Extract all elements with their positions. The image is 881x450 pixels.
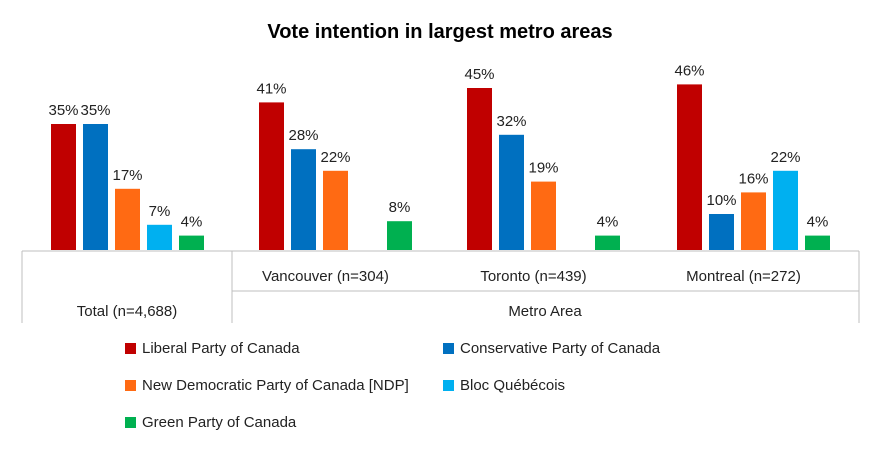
bar-2-2 [531,181,556,250]
group-header-label: Metro Area [508,303,582,320]
data-label-2-4: 4% [597,214,619,231]
bar-2-4 [595,235,620,250]
bar-3-1 [709,214,734,250]
legend-label: Liberal Party of Canada [142,340,300,357]
legend-item-1: Conservative Party of Canada [443,340,660,357]
chart-title: Vote intention in largest metro areas [267,21,612,43]
data-label-1-1: 28% [288,127,318,144]
bar-1-2 [323,170,348,250]
category-label-1: Vancouver (n=304) [262,268,389,285]
legend-swatch [443,380,454,391]
legend-swatch [125,343,136,354]
data-label-3-0: 46% [674,62,704,79]
legend-label: Green Party of Canada [142,414,297,431]
data-label-2-0: 45% [464,66,494,83]
data-label-0-4: 4% [181,214,203,231]
legend-item-0: Liberal Party of Canada [125,340,300,357]
data-label-1-4: 8% [389,199,411,216]
bar-3-4 [805,235,830,250]
data-label-0-2: 17% [112,167,142,184]
bar-3-3 [773,170,798,250]
bar-3-0 [677,84,702,251]
data-label-3-2: 16% [738,170,768,187]
bar-0-3 [147,224,172,250]
bar-0-2 [115,188,140,250]
data-label-2-2: 19% [528,160,558,177]
legend-swatch [125,380,136,391]
data-label-3-1: 10% [706,192,736,209]
bar-2-1 [499,134,524,250]
category-label-2: Toronto (n=439) [480,268,586,285]
data-label-0-3: 7% [149,203,171,220]
category-axis: Metro Area Total (n=4,688) Vancouver (n=3… [21,250,860,323]
bar-1-0 [259,102,284,251]
data-label-1-2: 22% [320,149,350,166]
data-label-3-4: 4% [807,214,829,231]
category-label-0: Total (n=4,688) [77,303,177,320]
bar-1-1 [291,149,316,250]
data-label-0-0: 35% [48,102,78,119]
legend-label: New Democratic Party of Canada [NDP] [142,377,409,394]
category-label-3: Montreal (n=272) [686,268,801,285]
legend-label: Conservative Party of Canada [460,340,661,357]
legend-label: Bloc Québécois [460,377,566,394]
legend-swatch [125,417,136,428]
chart: Vote intention in largest metro areas 35… [21,21,860,323]
legend-swatch [443,343,454,354]
bar-0-1 [83,124,108,250]
bars-layer: 35% 35%17%7%4%41%28%22%8%45%32%19%4%46%10… [48,62,830,251]
data-label-2-1: 32% [496,113,526,130]
legend-item-4: Green Party of Canada [125,414,296,431]
bar-1-4 [387,221,412,250]
data-label-3-3: 22% [770,149,800,166]
bar-0-4 [179,235,204,250]
legend-item-3: Bloc Québécois [443,377,565,394]
data-label-0-1: 35% [80,102,110,119]
data-label-1-0: 41% [256,80,286,97]
bar-0-0 [51,124,76,250]
bar-3-2 [741,192,766,250]
bar-2-0 [467,88,492,250]
legend-item-2: New Democratic Party of Canada [NDP] [125,377,409,394]
